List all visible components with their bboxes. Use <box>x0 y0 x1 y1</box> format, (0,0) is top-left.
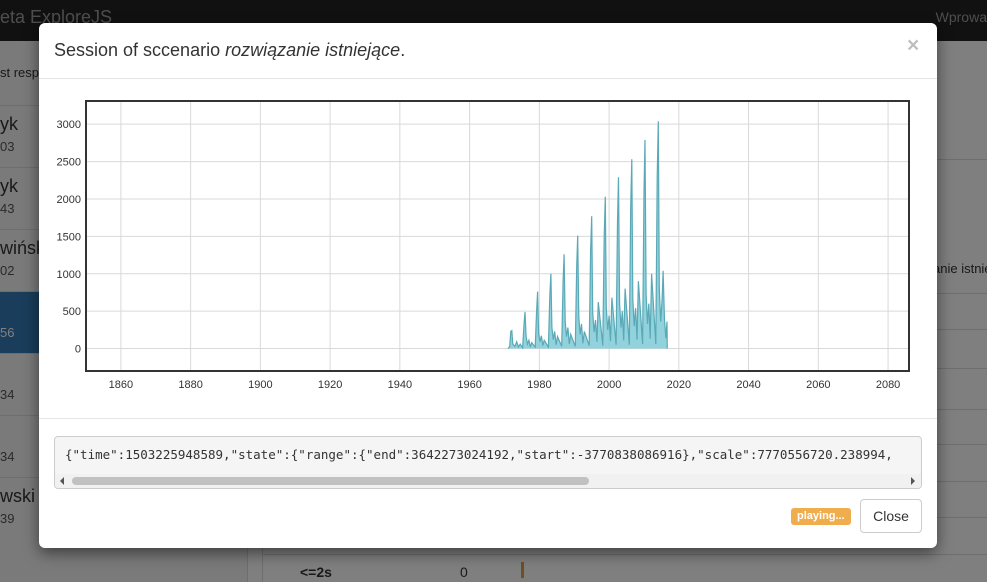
modal-header: Session of sccenario rozwiązanie istniej… <box>39 23 937 79</box>
modal-title-suffix: . <box>400 40 406 60</box>
modal-body: 1860 1880 1900 1920 1940 1960 1980 2000 2020 2040… <box>39 79 937 419</box>
y-tick-label: 2000 <box>57 194 81 206</box>
y-tick-label: 1500 <box>57 231 81 243</box>
plot-frame <box>85 100 910 372</box>
x-tick-label: 2020 <box>667 379 691 391</box>
series-area <box>507 121 668 349</box>
x-tick-label: 2040 <box>736 379 760 391</box>
status-badge: playing... <box>791 508 851 525</box>
close-icon[interactable]: × <box>907 34 920 57</box>
modal-title: Session of sccenario rozwiązanie istniej… <box>54 40 405 61</box>
scroll-left-arrow-icon[interactable] <box>60 477 64 485</box>
chart-series <box>507 121 668 350</box>
modal-title-prefix: Session of sccenario <box>54 40 226 60</box>
y-tick-label: 0 <box>75 344 81 356</box>
y-tick-label: 2500 <box>57 157 81 169</box>
x-tick-label: 1960 <box>457 379 481 391</box>
session-modal: Session of sccenario rozwiązanie istniej… <box>39 23 937 548</box>
x-tick-label: 2000 <box>597 379 621 391</box>
x-tick-label: 1860 <box>109 379 133 391</box>
x-tick-label: 2080 <box>876 379 900 391</box>
x-tick-label: 1880 <box>178 379 202 391</box>
x-tick-label: 1940 <box>388 379 412 391</box>
x-tick-label: 1920 <box>318 379 342 391</box>
x-tick-label: 2060 <box>806 379 830 391</box>
y-tick-label: 1000 <box>57 269 81 281</box>
scrollbar-thumb[interactable] <box>72 477 589 485</box>
modal-title-scenario: rozwiązanie istniejące <box>225 40 401 60</box>
session-state-json: {"time":1503225948589,"state":{"range":{… <box>65 447 893 462</box>
x-tick-label: 1900 <box>248 379 272 391</box>
x-axis-ticks: 1860 1880 1900 1920 1940 1960 1980 2000 2020 2040… <box>109 379 901 391</box>
series-line <box>507 121 668 350</box>
horizontal-scrollbar[interactable] <box>55 474 921 488</box>
close-button[interactable]: Close <box>860 499 922 533</box>
session-state-output[interactable]: {"time":1503225948589,"state":{"range":{… <box>54 436 922 489</box>
y-tick-label: 500 <box>63 306 81 318</box>
x-tick-label: 1980 <box>527 379 551 391</box>
chart-grid <box>86 101 909 371</box>
y-tick-label: 3000 <box>57 119 81 131</box>
y-axis-ticks: 0 500 1000 1500 2000 2500 3000 <box>57 119 81 355</box>
scroll-right-arrow-icon[interactable] <box>911 477 915 485</box>
session-chart: 1860 1880 1900 1920 1940 1960 1980 2000 2020 2040… <box>57 100 910 391</box>
